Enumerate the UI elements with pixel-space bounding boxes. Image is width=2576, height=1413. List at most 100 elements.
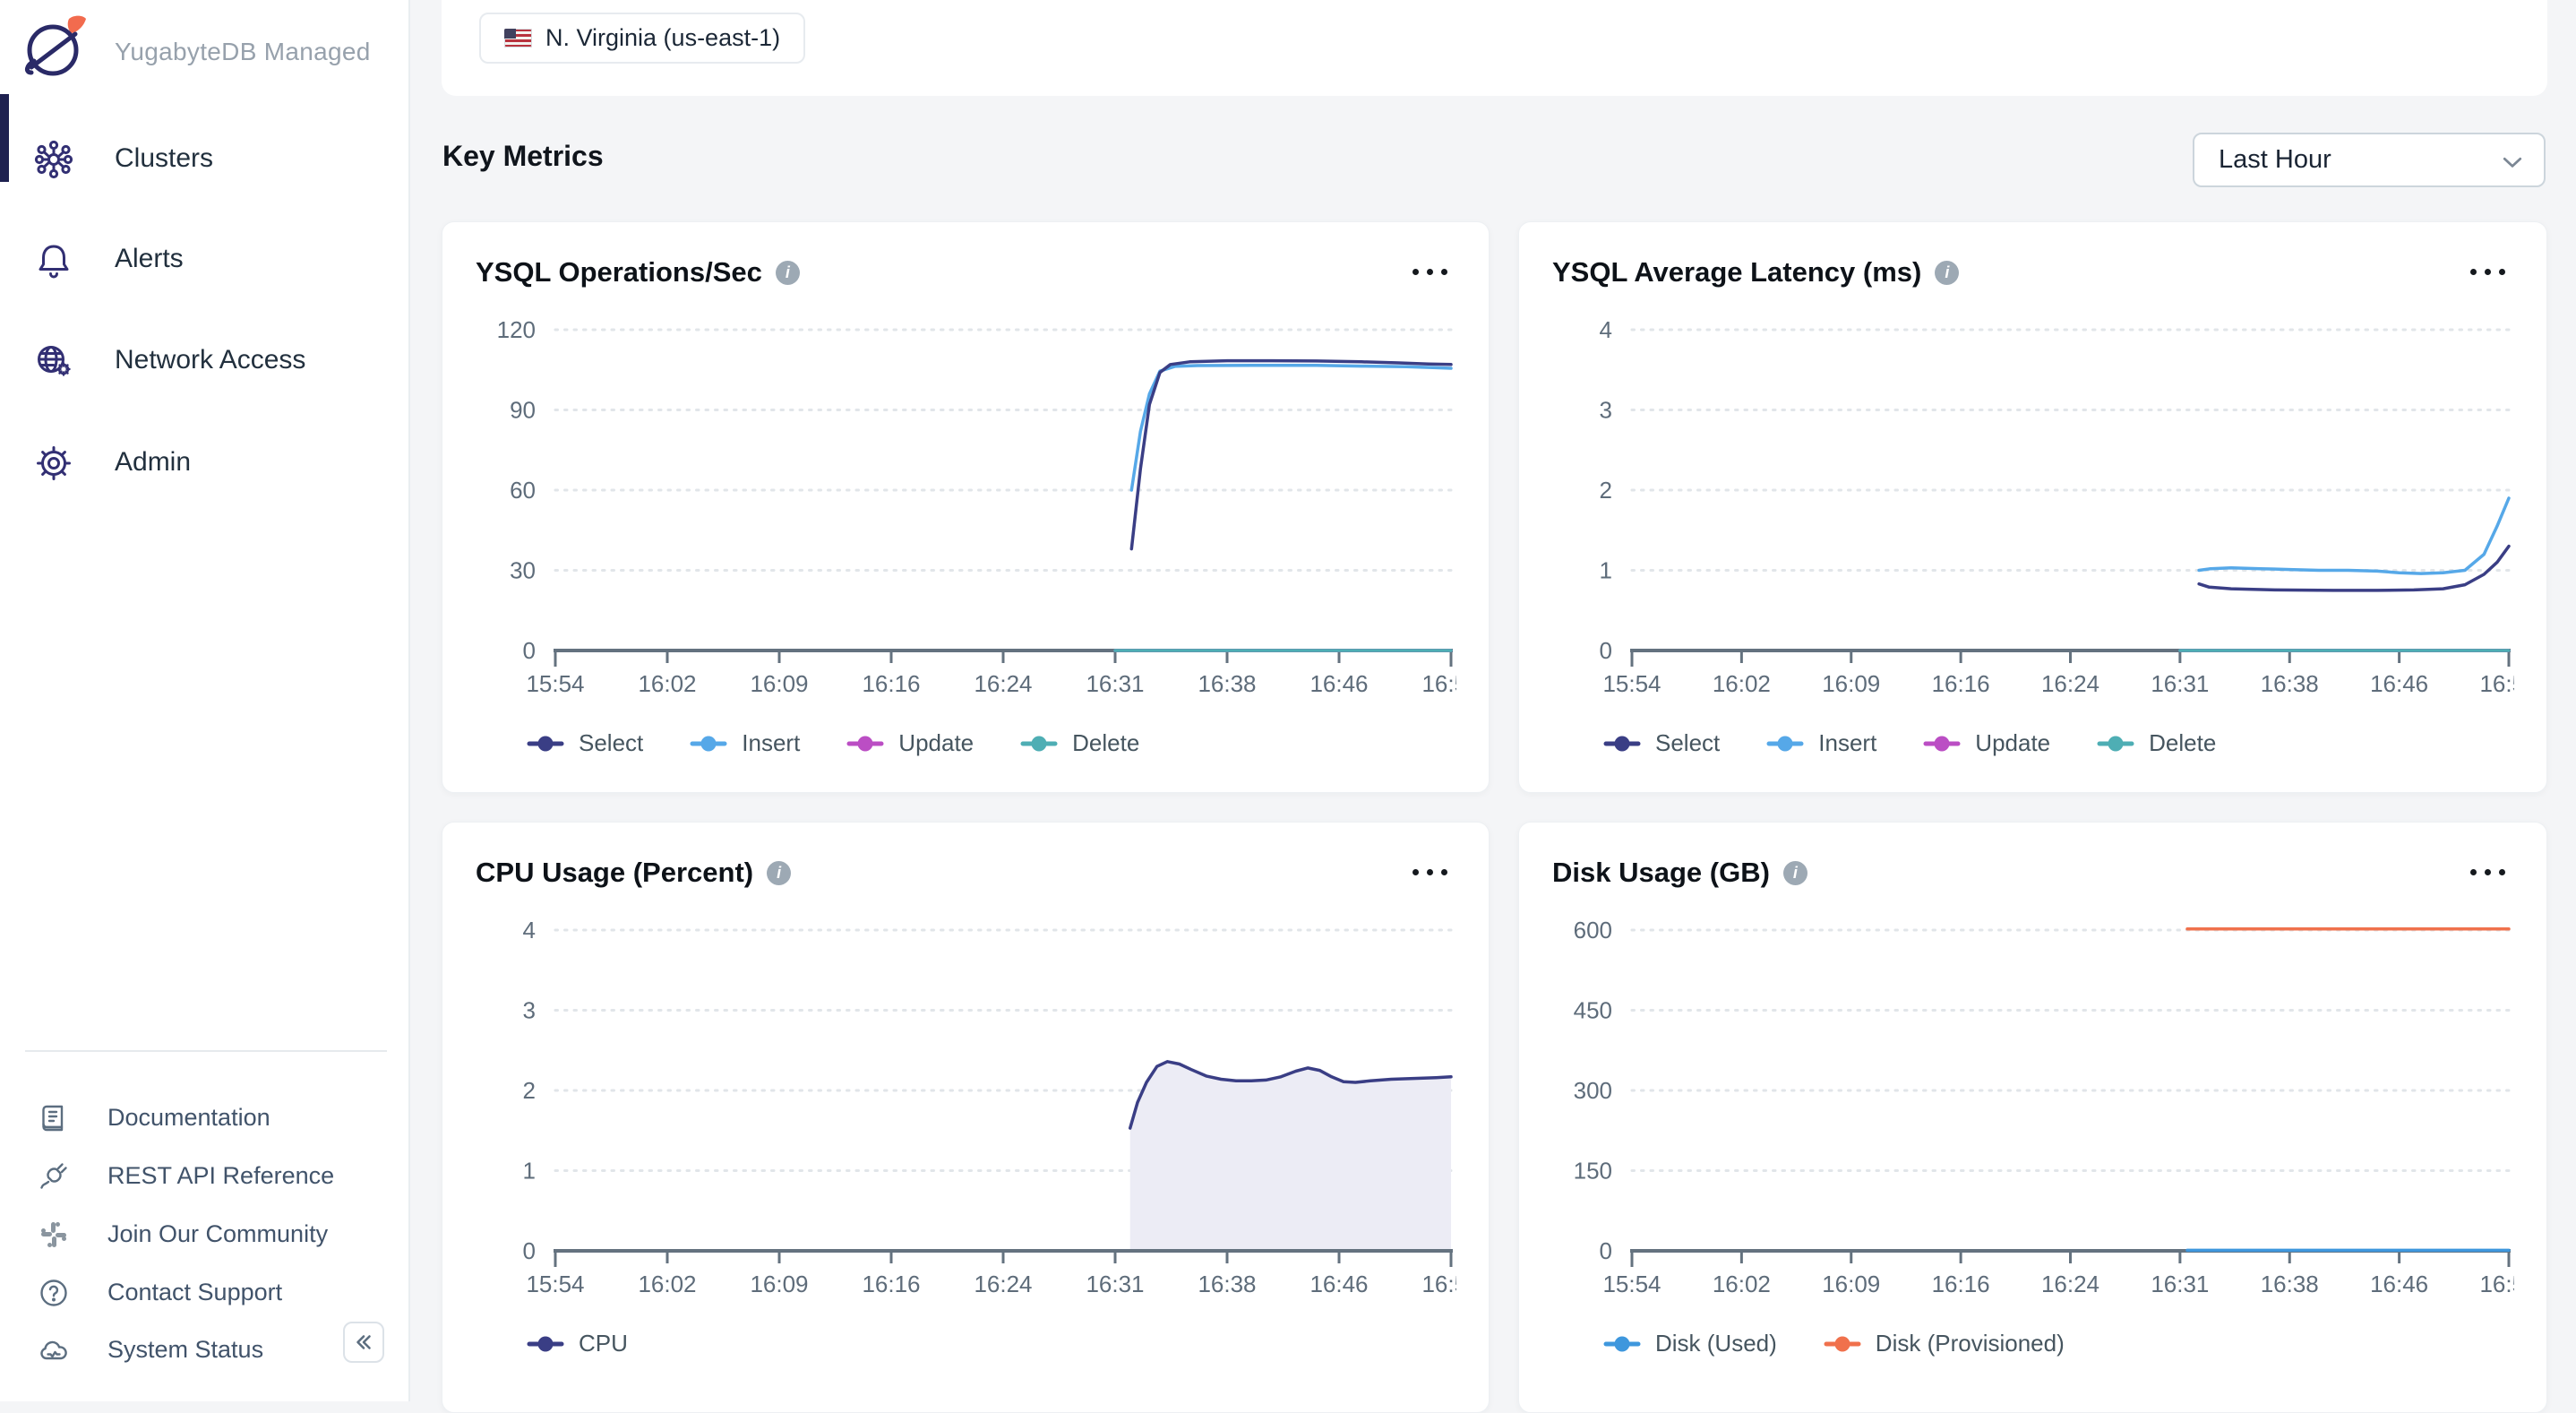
svg-text:16:54: 16:54: [1421, 1271, 1456, 1297]
series-line-Select: [1129, 358, 1453, 551]
svg-text:2: 2: [1600, 477, 1612, 504]
chart-plot: 0 1 2 3 4 15:54 16:02 16:09 16:16 16:24 16:31 16:38…: [1600, 316, 2514, 697]
chart-menu-button[interactable]: [1407, 864, 1453, 881]
svg-text:16:16: 16:16: [1932, 670, 1990, 697]
yugabyte-planet-icon: [25, 15, 86, 76]
svg-text:450: 450: [1574, 997, 1612, 1024]
info-icon[interactable]: i: [1935, 260, 1960, 285]
sidebar-item-label: Documentation: [107, 1104, 270, 1131]
svg-text:16:54: 16:54: [2479, 670, 2514, 697]
legend-item-cpu[interactable]: CPU: [527, 1330, 628, 1357]
chart-legend: Disk (Used) Disk (Provisioned): [1603, 1330, 2065, 1357]
legend-item-update[interactable]: Update: [846, 729, 974, 757]
sidebar-item-documentation[interactable]: Documentation: [0, 1092, 408, 1142]
chart-legend: Select Insert Update Delete: [527, 729, 1139, 757]
svg-text:0: 0: [523, 1237, 536, 1264]
sidebar-item-label: REST API Reference: [107, 1162, 335, 1189]
cloud-icon: [40, 1340, 67, 1360]
sidebar-collapse-button[interactable]: [343, 1322, 384, 1363]
svg-text:30: 30: [510, 557, 536, 584]
active-nav-indicator: [0, 94, 9, 182]
svg-text:300: 300: [1574, 1077, 1612, 1104]
legend-label: Delete: [1072, 729, 1140, 756]
sidebar-item-label: System Status: [107, 1336, 264, 1363]
legend-marker-icon: [1824, 1336, 1861, 1351]
legend-marker-icon: [1020, 736, 1058, 751]
book-icon: [42, 1105, 64, 1132]
us-flag-icon: [504, 29, 532, 47]
legend-label: Select: [1655, 729, 1721, 756]
chart-legend: Select Insert Update Delete: [1603, 729, 2216, 757]
svg-text:16:24: 16:24: [2041, 670, 2099, 697]
sidebar-item-join-our-community[interactable]: Join Our Community: [0, 1209, 408, 1259]
legend-item-update[interactable]: Update: [1923, 729, 2050, 757]
chart-menu-button[interactable]: [1407, 263, 1453, 280]
svg-text:15:54: 15:54: [526, 670, 584, 697]
sidebar-divider: [25, 1050, 387, 1052]
legend-item-select[interactable]: Select: [1603, 729, 1720, 757]
globe-gear-icon: [38, 346, 71, 376]
chart-canvas-cpu-usage: 0 1 2 3 4 15:54 16:02 16:09 16:16 16:24 16:31 16:38…: [475, 900, 1456, 1314]
legend-label: CPU: [579, 1330, 628, 1357]
info-icon[interactable]: i: [767, 860, 792, 885]
sidebar-item-rest-api-reference[interactable]: REST API Reference: [0, 1150, 408, 1201]
legend-item-disk-used-[interactable]: Disk (Used): [1603, 1330, 1777, 1357]
clusters-icon: [34, 140, 73, 179]
help-circle-icon: [40, 1279, 67, 1306]
series-line-Select: [2197, 544, 2511, 592]
svg-text:1: 1: [1600, 557, 1612, 584]
legend-item-disk-provisioned-[interactable]: Disk (Provisioned): [1824, 1330, 2065, 1357]
sidebar-item-admin[interactable]: Admin: [0, 432, 408, 495]
sidebar-item-alerts[interactable]: Alerts: [0, 228, 408, 291]
legend-marker-icon: [527, 736, 564, 751]
legend-label: Select: [579, 729, 644, 756]
svg-text:600: 600: [1574, 917, 1612, 943]
info-icon[interactable]: i: [775, 260, 800, 285]
svg-text:3: 3: [1600, 397, 1612, 424]
legend-label: Update: [898, 729, 975, 756]
region-chip-label: N. Virginia (us-east-1): [545, 24, 781, 51]
legend-label: Update: [1975, 729, 2051, 756]
time-range-select[interactable]: Last Hour: [2193, 133, 2546, 187]
svg-text:16:16: 16:16: [862, 670, 920, 697]
legend-marker-icon: [1603, 736, 1641, 751]
chart-card-disk-usage: Disk Usage (GB) i 0 150 300 450 600 15:54 16:0…: [1518, 822, 2547, 1413]
cluster-header-bar: N. Virginia (us-east-1): [442, 0, 2547, 96]
chart-card-ysql-latency: YSQL Average Latency (ms) i 0 1 2 3 4 15:54 16…: [1518, 221, 2547, 793]
svg-text:15:54: 15:54: [526, 1271, 584, 1297]
brand-logo[interactable]: YugabyteDB Managed: [18, 9, 394, 86]
series-line-CPU: [1128, 1060, 1453, 1130]
legend-item-select[interactable]: Select: [527, 729, 643, 757]
svg-text:1: 1: [523, 1158, 536, 1185]
chart-menu-button[interactable]: [2465, 864, 2511, 881]
legend-item-insert[interactable]: Insert: [690, 729, 800, 757]
bell-icon: [39, 245, 69, 279]
legend-label: Insert: [1818, 729, 1877, 756]
sidebar-item-system-status[interactable]: System Status: [0, 1324, 408, 1374]
legend-item-delete[interactable]: Delete: [1020, 729, 1139, 757]
sidebar-item-clusters[interactable]: Clusters: [0, 128, 408, 191]
legend-marker-icon: [527, 1336, 564, 1351]
region-chip[interactable]: N. Virginia (us-east-1): [479, 13, 806, 64]
svg-text:16:31: 16:31: [2151, 670, 2209, 697]
legend-item-insert[interactable]: Insert: [1766, 729, 1876, 757]
info-icon[interactable]: i: [1782, 860, 1807, 885]
chart-title: Disk Usage (GB): [1552, 857, 1770, 888]
sidebar-item-network-access[interactable]: Network Access: [0, 330, 408, 392]
chart-menu-button[interactable]: [2465, 263, 2511, 280]
chart-plot: 0 150 300 450 600 15:54 16:02 16:09 16:16 16:24 16…: [1574, 917, 2514, 1297]
svg-text:16:38: 16:38: [1198, 670, 1256, 697]
legend-label: Disk (Provisioned): [1875, 1330, 2065, 1357]
legend-marker-icon: [1766, 736, 1804, 751]
svg-text:16:54: 16:54: [2479, 1271, 2514, 1297]
series-line-Insert: [2197, 496, 2511, 575]
svg-text:16:16: 16:16: [862, 1271, 920, 1297]
legend-item-delete[interactable]: Delete: [2097, 729, 2216, 757]
chart-canvas-ysql-latency: 0 1 2 3 4 15:54 16:02 16:09 16:16 16:24 16:31 16:38…: [1551, 299, 2514, 713]
svg-text:16:38: 16:38: [2261, 1271, 2319, 1297]
sidebar-item-contact-support[interactable]: Contact Support: [0, 1267, 408, 1317]
chart-canvas-ysql-operations: 0 30 60 90 120 15:54 16:02 16:09 16:16 16:24 16:31…: [475, 299, 1456, 713]
legend-marker-icon: [1603, 1336, 1641, 1351]
svg-text:16:02: 16:02: [638, 670, 696, 697]
svg-text:16:38: 16:38: [2261, 670, 2319, 697]
